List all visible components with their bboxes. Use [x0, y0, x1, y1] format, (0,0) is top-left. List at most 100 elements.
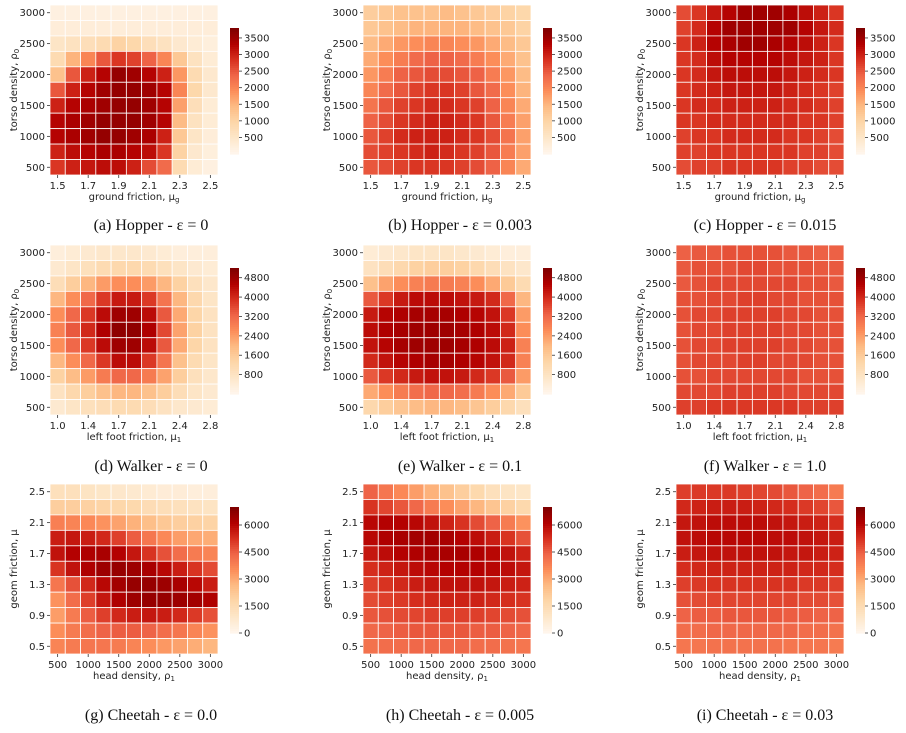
heatmap-cell — [706, 20, 723, 37]
heatmap-cell — [393, 529, 410, 547]
heatmap-cell — [80, 321, 97, 339]
heatmap-cell — [377, 560, 394, 578]
heatmap-cell — [362, 383, 379, 400]
heatmap-cell — [484, 112, 501, 130]
heatmap-cell — [362, 529, 379, 547]
heatmap-cell — [95, 368, 112, 385]
heatmap-cell — [782, 529, 799, 547]
colorbar-segment — [543, 70, 552, 73]
colorbar-segment — [856, 331, 865, 334]
heatmap-cell — [80, 383, 97, 400]
panel-caption: (b) Hopper - ε = 0.003 — [388, 217, 532, 234]
colorbar-segment — [856, 624, 865, 628]
colorbar-segment — [230, 318, 239, 322]
heatmap-cell — [706, 399, 723, 416]
colorbar-segment — [856, 389, 865, 393]
heatmap-cell — [423, 514, 440, 531]
heatmap-cell — [95, 20, 112, 37]
heatmap-cell — [202, 607, 219, 624]
heatmap-cell — [515, 545, 532, 562]
heatmap-cell — [156, 576, 173, 593]
colorbar-segment — [856, 525, 865, 529]
heatmap-cell — [721, 545, 738, 562]
colorbar-segment — [543, 318, 552, 322]
colorbar-segment — [856, 109, 865, 113]
colorbar-segment — [230, 133, 239, 136]
heatmap-cell — [156, 81, 173, 99]
heatmap-cell — [721, 368, 738, 385]
colorbar-segment — [856, 605, 865, 609]
colorbar-segment — [856, 511, 865, 514]
colorbar-segment — [230, 595, 239, 598]
heatmap-cell — [141, 399, 158, 416]
heatmap-cell — [64, 112, 81, 130]
heatmap-cell — [408, 499, 425, 516]
heatmap-cell — [484, 576, 501, 593]
colorbar-segment — [543, 137, 552, 140]
heatmap-cell — [408, 383, 425, 400]
colorbar-segment — [230, 49, 239, 52]
heatmap-cell — [187, 20, 204, 37]
x-tick-label: 1.9 — [737, 181, 753, 192]
heatmap-cell — [767, 499, 784, 516]
heatmap-cell — [141, 545, 158, 562]
heatmap-cell — [813, 81, 830, 99]
heatmap-cell — [141, 81, 158, 99]
colorbar-segment — [856, 301, 865, 305]
heatmap-cell — [423, 399, 440, 416]
heatmap-cell — [751, 591, 769, 609]
heatmap-cell — [438, 607, 456, 624]
y-tick-label: 3000 — [646, 8, 671, 19]
colorbar-segment — [230, 561, 239, 565]
heatmap-cell — [690, 306, 707, 323]
colorbar-segment — [230, 620, 239, 624]
heatmap-cell — [362, 337, 379, 354]
heatmap-cell — [362, 159, 379, 176]
heatmap-cell — [736, 399, 753, 416]
x-axis-label: ground friction, μg — [402, 192, 493, 204]
heatmap-cell — [64, 159, 81, 176]
heatmap-cell — [500, 66, 517, 83]
colorbar-segment — [230, 130, 239, 134]
heatmap-cell — [736, 337, 753, 354]
colorbar-segment — [230, 295, 239, 298]
colorbar-segment — [230, 521, 239, 525]
y-axis-label: torso density, ρ0 — [9, 289, 21, 372]
colorbar-segment — [856, 49, 865, 52]
colorbar-segment — [856, 356, 865, 359]
heatmap-cell — [110, 97, 127, 114]
colorbar-segment — [230, 280, 239, 284]
colorbar-segment — [230, 523, 239, 527]
x-tick-label: 1.5 — [363, 181, 379, 192]
colorbar-segment — [230, 57, 239, 61]
colorbar-segment — [856, 614, 865, 617]
colorbar-segment — [230, 99, 239, 103]
colorbar-tick-label: 3000 — [870, 575, 895, 586]
colorbar-segment — [543, 114, 552, 117]
x-tick-label: 3000 — [511, 660, 536, 671]
heatmap-cell — [828, 560, 845, 578]
y-tick-label: 500 — [652, 403, 671, 414]
heatmap-cell — [377, 514, 394, 531]
heatmap-cell — [95, 622, 112, 639]
colorbar-segment — [230, 120, 239, 124]
heatmap-cell — [125, 244, 143, 261]
heatmap-cell — [202, 529, 219, 547]
panel-caption: (c) Hopper - ε = 0.015 — [694, 217, 837, 234]
colorbar-segment — [543, 509, 552, 512]
heatmap-cell — [423, 352, 440, 370]
heatmap-cell — [721, 591, 738, 609]
heatmap-cell — [49, 576, 66, 593]
heatmap-cell — [828, 244, 845, 261]
heatmap-cell — [751, 20, 769, 37]
heatmap-cell — [423, 290, 440, 308]
heatmap-cell — [813, 337, 830, 354]
colorbar-segment — [856, 565, 865, 569]
heatmap-cell — [690, 499, 707, 516]
colorbar-segment — [230, 345, 239, 349]
colorbar-segment — [230, 601, 239, 605]
heatmap-cell — [813, 244, 830, 261]
heatmap-cell — [187, 97, 204, 114]
heatmap-cell — [80, 483, 97, 500]
heatmap-cell — [110, 607, 127, 624]
